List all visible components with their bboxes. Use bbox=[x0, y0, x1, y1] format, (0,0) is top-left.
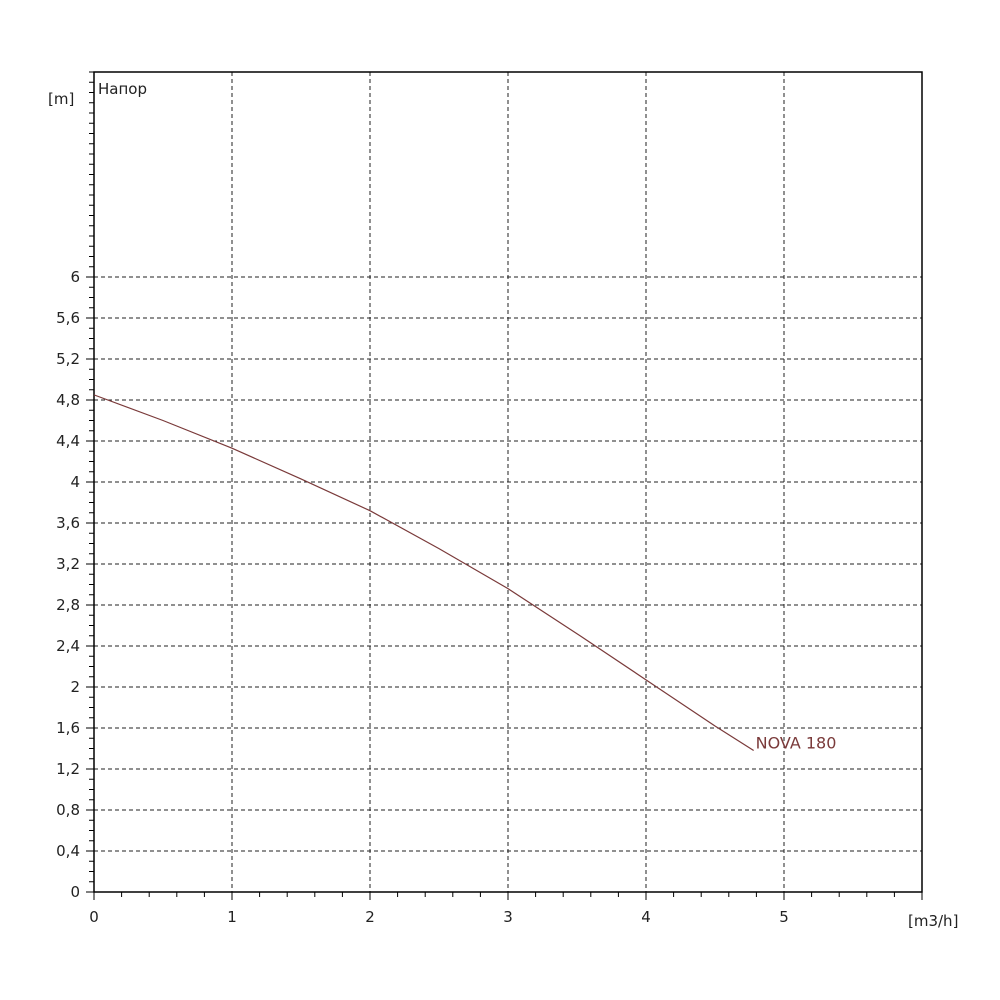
y-tick-label: 3,2 bbox=[56, 555, 80, 573]
y-tick-label: 2 bbox=[70, 678, 80, 696]
grid bbox=[94, 72, 922, 892]
x-tick-label: 3 bbox=[503, 908, 513, 926]
y-tick-label: 1,2 bbox=[56, 760, 80, 778]
y-tick-label: 0 bbox=[70, 883, 80, 901]
y-tick-label: 0,4 bbox=[56, 842, 80, 860]
y-tick-label: 4,4 bbox=[56, 432, 80, 450]
y-tick-label: 4,8 bbox=[56, 391, 80, 409]
series-label: NOVA 180 bbox=[756, 734, 837, 753]
y-tick-label: 0,8 bbox=[56, 801, 80, 819]
y-tick-label: 4 bbox=[70, 473, 80, 491]
y-tick-label: 6 bbox=[70, 268, 80, 286]
chart-title: Напор bbox=[98, 80, 147, 98]
y-tick-labels: 0 0,4 0,8 1,2 1,6 2 2,4 2,8 3,2 3,6 4 4,4 4,8 5,2 5,6 6 bbox=[56, 268, 80, 901]
y-tick-label: 1,6 bbox=[56, 719, 80, 737]
series-layer: NOVA 180 bbox=[93, 394, 837, 753]
y-tick-label: 2,4 bbox=[56, 637, 80, 655]
x-tick-label: 2 bbox=[365, 908, 375, 926]
x-tick-label: 4 bbox=[641, 908, 651, 926]
x-tick-label: 1 bbox=[227, 908, 237, 926]
x-axis-unit-label: [m3/h] bbox=[908, 912, 958, 930]
series-line bbox=[93, 394, 754, 752]
x-tick-label: 5 bbox=[779, 908, 789, 926]
y-axis-unit-label: [m] bbox=[48, 90, 74, 108]
y-tick-label: 2,8 bbox=[56, 596, 80, 614]
minor-ticks bbox=[86, 71, 923, 900]
y-tick-label: 5,6 bbox=[56, 309, 80, 327]
y-tick-label: 5,2 bbox=[56, 350, 80, 368]
x-tick-labels: 0 1 2 3 4 5 bbox=[89, 908, 789, 926]
y-tick-label: 3,6 bbox=[56, 514, 80, 532]
x-tick-label: 0 bbox=[89, 908, 99, 926]
